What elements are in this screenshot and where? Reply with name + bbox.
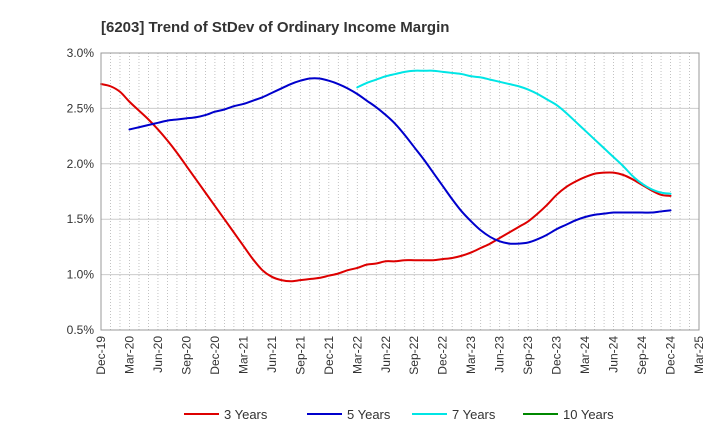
x-tick-label: Jun-24 — [607, 336, 621, 373]
x-tick-label: Dec-22 — [436, 336, 450, 375]
x-axis-ticks: Dec-19 Mar-20 Jun-20 Sep-20 Dec-20 Mar-21 Jun-… — [94, 336, 706, 375]
y-tick-label: 0.5% — [67, 323, 95, 337]
x-tick-label: Jun-23 — [493, 336, 507, 373]
x-tick-label: Dec-20 — [208, 336, 222, 375]
x-tick-label: Jun-20 — [151, 336, 165, 373]
legend-label-2: 7 Years — [452, 407, 496, 422]
legend-label-0: 3 Years — [224, 407, 268, 422]
x-tick-label: Sep-21 — [293, 336, 307, 375]
x-tick-label: Mar-23 — [464, 336, 478, 374]
x-tick-label: Sep-23 — [521, 336, 535, 375]
series-line-2 — [356, 69, 672, 195]
x-tick-label: Mar-21 — [236, 336, 250, 374]
x-tick-label: Mar-20 — [122, 336, 136, 374]
x-tick-label: Mar-22 — [350, 336, 364, 374]
x-tick-label: Dec-19 — [94, 336, 108, 375]
x-tick-label: Dec-21 — [322, 336, 336, 375]
x-tick-label: Sep-22 — [407, 336, 421, 375]
x-tick-label: Dec-23 — [550, 336, 564, 375]
series-line-0 — [100, 83, 672, 283]
grid — [101, 52, 699, 331]
series-line-1 — [128, 77, 672, 245]
x-tick-label: Sep-24 — [635, 336, 649, 375]
plot-area-frame — [100, 52, 700, 331]
y-tick-label: 2.0% — [67, 157, 95, 171]
chart-title: [6203] Trend of StDev of Ordinary Income… — [101, 19, 449, 36]
y-axis-ticks: 3.0% 2.5% 2.0% 1.5% 1.0% 0.5% — [67, 46, 95, 337]
legend: 3 Years 5 Years 7 Years 10 Years — [184, 407, 614, 422]
x-tick-label: Mar-24 — [578, 336, 592, 374]
x-tick-label: Jun-21 — [265, 336, 279, 373]
x-tick-label: Sep-20 — [179, 336, 193, 375]
x-tick-label: Mar-25 — [692, 336, 706, 374]
series-lines — [100, 69, 672, 283]
x-tick-label: Dec-24 — [664, 336, 678, 375]
legend-label-3: 10 Years — [563, 407, 614, 422]
x-tick-label: Jun-22 — [379, 336, 393, 373]
y-tick-label: 2.5% — [67, 101, 95, 115]
y-tick-label: 3.0% — [67, 46, 95, 60]
legend-label-1: 5 Years — [347, 407, 391, 422]
y-tick-label: 1.0% — [67, 268, 95, 282]
y-tick-label: 1.5% — [67, 212, 95, 226]
